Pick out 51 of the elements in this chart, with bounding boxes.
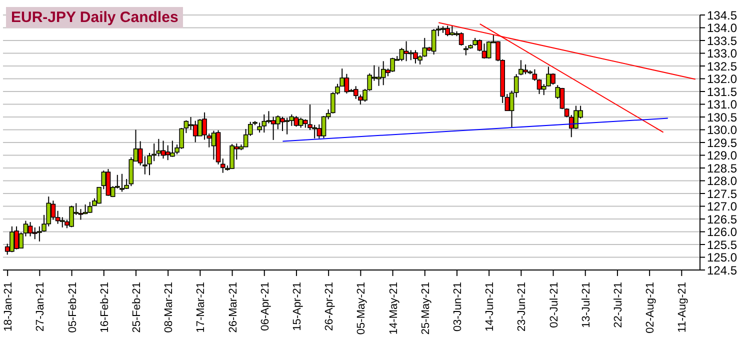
y-tick-label: 132.0 [707,72,738,86]
y-tick-label: 132.5 [707,59,738,74]
y-tick-label: 134.5 [707,8,738,22]
y-tick-label: 128.0 [707,174,738,188]
y-tick-label: 126.5 [707,212,738,226]
chart-title: EUR-JPY Daily Candles [6,7,184,28]
y-tick-label: 127.0 [707,200,738,214]
y-tick-label: 133.5 [707,34,738,48]
x-tick-label: 03-Jun-21 [452,282,464,332]
x-tick-label: 08-Mar-21 [163,282,176,333]
x-tick-label: 23-Jun-21 [516,282,528,332]
y-tick-label: 130.0 [707,123,738,138]
x-tick-label: 05-Feb-21 [66,282,79,333]
x-tick-label: 26-Mar-21 [227,282,240,333]
y-tick-label: 126.0 [707,225,738,240]
x-tick-label: 06-Apr-21 [259,282,272,331]
candlestick [404,40,409,62]
y-tick-label: 131.5 [707,84,738,99]
y-tick-label: 129.5 [707,136,738,150]
y-tick-label: 134.0 [707,21,738,36]
y-tick-label: 128.5 [707,161,738,176]
y-tick-label: 133.0 [707,46,738,61]
y-tick-label: 125.0 [707,250,738,265]
y-tick-label: 130.5 [707,110,738,124]
candlestick [458,32,464,46]
y-tick-label: 129.0 [707,148,738,163]
y-tick-label: 125.5 [707,238,738,252]
candlestick [321,115,326,139]
x-tick-label: 15-Apr-21 [291,282,304,331]
candlestick [482,43,487,60]
x-tick-label: 02-Jul-21 [548,282,560,328]
x-tick-label: 25-Feb-21 [130,282,143,333]
x-tick-label: 02-Aug-21 [644,282,657,334]
x-tick-label: 16-Feb-21 [98,282,111,333]
candlestick [486,40,492,60]
y-tick-label: 131.0 [707,98,738,112]
x-tick-label: 14-Jun-21 [484,282,496,332]
x-tick-label: 25-May-21 [420,282,432,335]
x-tick-label: 26-Apr-21 [324,282,336,331]
y-tick-label: 124.5 [707,263,738,278]
x-tick-label: 18-Jan-21 [2,282,15,332]
x-tick-label: 27-Jan-21 [34,282,47,332]
x-tick-label: 13-Jul-21 [580,282,592,328]
x-tick-label: 11-Aug-21 [676,282,689,333]
y-tick-label: 127.5 [707,186,738,201]
x-tick-label: 14-May-21 [388,282,400,335]
candlestick [294,115,299,128]
x-tick-label: 05-May-21 [356,282,368,335]
x-tick-label: 17-Mar-21 [195,282,208,333]
candlestick [106,168,111,196]
x-tick-label: 22-Jul-21 [612,282,624,328]
